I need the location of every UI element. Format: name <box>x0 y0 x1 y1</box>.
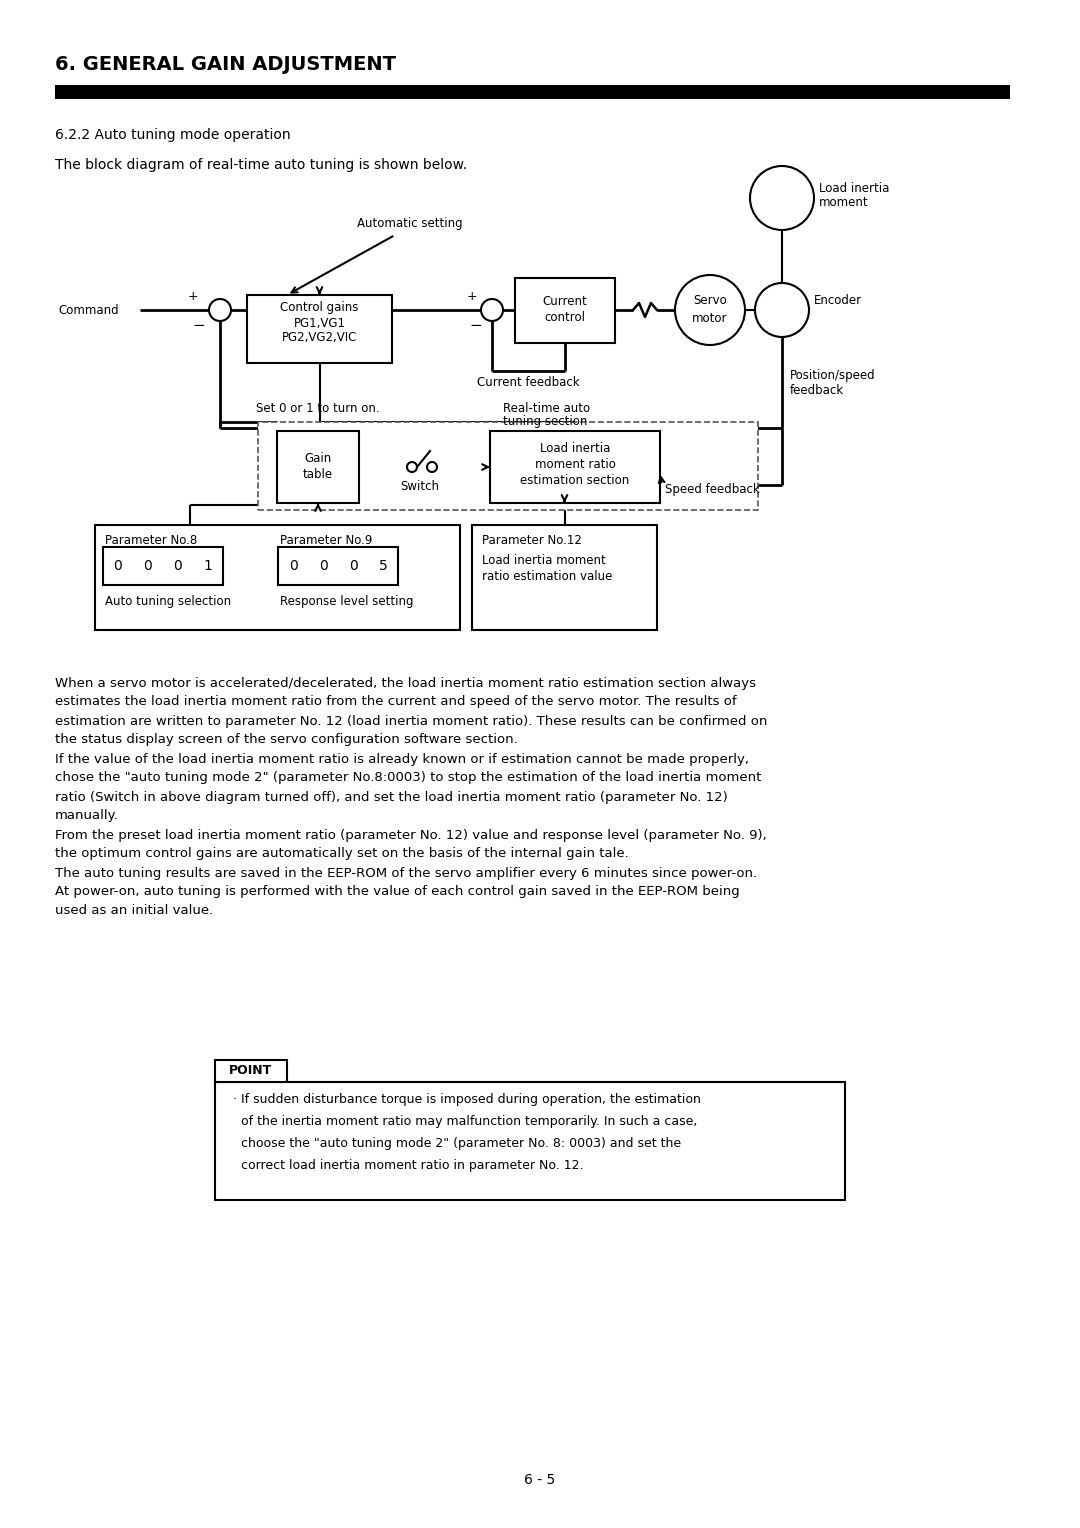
Text: Automatic setting: Automatic setting <box>357 217 463 229</box>
Text: ratio estimation value: ratio estimation value <box>482 570 612 584</box>
Text: PG2,VG2,VIC: PG2,VG2,VIC <box>282 332 357 344</box>
Bar <box>55 86 1010 99</box>
Text: moment ratio: moment ratio <box>535 457 616 471</box>
Text: 6.2.2 Auto tuning mode operation: 6.2.2 Auto tuning mode operation <box>55 128 291 142</box>
Text: manually.: manually. <box>55 810 119 822</box>
Text: 0: 0 <box>319 559 327 573</box>
Text: Real-time auto: Real-time auto <box>503 402 590 414</box>
Text: 0: 0 <box>174 559 183 573</box>
Text: 5: 5 <box>379 559 388 573</box>
Bar <box>95 526 460 630</box>
Text: Set 0 or 1 to turn on.: Set 0 or 1 to turn on. <box>256 402 380 414</box>
Text: motor: motor <box>692 313 728 325</box>
Text: Servo: Servo <box>693 295 727 307</box>
Text: the status display screen of the servo configuration software section.: the status display screen of the servo c… <box>55 733 517 747</box>
Text: table: table <box>302 469 333 481</box>
Text: +: + <box>467 290 477 304</box>
Text: control: control <box>544 312 585 324</box>
Text: −: − <box>192 318 205 333</box>
Text: 0: 0 <box>144 559 152 573</box>
Text: 0: 0 <box>113 559 122 573</box>
Text: choose the "auto tuning mode 2" (parameter No. 8: 0003) and set the: choose the "auto tuning mode 2" (paramet… <box>233 1137 681 1151</box>
Text: of the inertia moment ratio may malfunction temporarily. In such a case,: of the inertia moment ratio may malfunct… <box>233 1115 698 1129</box>
Bar <box>515 278 615 342</box>
Text: Command: Command <box>58 304 119 316</box>
Text: estimates the load inertia moment ratio from the current and speed of the servo : estimates the load inertia moment ratio … <box>55 695 737 709</box>
Text: ratio (Switch in above diagram turned off), and set the load inertia moment rati: ratio (Switch in above diagram turned of… <box>55 790 728 804</box>
Circle shape <box>481 299 503 321</box>
Text: The auto tuning results are saved in the EEP-ROM of the servo amplifier every 6 : The auto tuning results are saved in the… <box>55 866 757 880</box>
Bar <box>276 431 359 503</box>
Text: +: + <box>188 290 199 304</box>
Bar <box>472 526 657 630</box>
Circle shape <box>750 167 814 231</box>
Text: When a servo motor is accelerated/decelerated, the load inertia moment ratio est: When a servo motor is accelerated/decele… <box>55 677 756 689</box>
Text: Parameter No.8: Parameter No.8 <box>105 533 198 547</box>
Bar <box>490 431 660 503</box>
Bar <box>278 547 399 585</box>
Text: estimation are written to parameter No. 12 (load inertia moment ratio). These re: estimation are written to parameter No. … <box>55 715 768 727</box>
Text: 1: 1 <box>203 559 213 573</box>
Text: Current: Current <box>542 295 588 309</box>
Text: chose the "auto tuning mode 2" (parameter No.8:0003) to stop the estimation of t: chose the "auto tuning mode 2" (paramete… <box>55 772 761 784</box>
Text: POINT: POINT <box>229 1065 272 1077</box>
Bar <box>258 422 758 510</box>
Text: estimation section: estimation section <box>521 474 630 486</box>
Text: used as an initial value.: used as an initial value. <box>55 905 213 917</box>
Bar <box>215 1082 845 1199</box>
Text: At power-on, auto tuning is performed with the value of each control gain saved : At power-on, auto tuning is performed wi… <box>55 886 740 898</box>
Text: Position/speed: Position/speed <box>789 368 876 382</box>
Text: Load inertia moment: Load inertia moment <box>482 553 606 567</box>
Text: The block diagram of real-time auto tuning is shown below.: The block diagram of real-time auto tuni… <box>55 157 468 173</box>
Text: Auto tuning selection: Auto tuning selection <box>105 596 231 608</box>
Text: 6 - 5: 6 - 5 <box>525 1473 555 1487</box>
Text: Speed feedback: Speed feedback <box>665 483 759 497</box>
Text: If the value of the load inertia moment ratio is already known or if estimation : If the value of the load inertia moment … <box>55 752 750 766</box>
Text: Encoder: Encoder <box>814 293 862 307</box>
Text: Gain: Gain <box>305 452 332 466</box>
Bar <box>103 547 222 585</box>
Text: · If sudden disturbance torque is imposed during operation, the estimation: · If sudden disturbance torque is impose… <box>233 1094 701 1106</box>
Text: Load inertia: Load inertia <box>540 443 610 455</box>
Bar <box>247 295 392 364</box>
Circle shape <box>755 283 809 338</box>
Circle shape <box>210 299 231 321</box>
Text: Parameter No.9: Parameter No.9 <box>280 533 373 547</box>
Text: Current feedback: Current feedback <box>477 376 580 390</box>
Text: Load inertia: Load inertia <box>819 182 889 194</box>
Text: Control gains: Control gains <box>281 301 359 315</box>
Text: 6. GENERAL GAIN ADJUSTMENT: 6. GENERAL GAIN ADJUSTMENT <box>55 55 396 75</box>
Text: Response level setting: Response level setting <box>280 596 414 608</box>
Text: PG1,VG1: PG1,VG1 <box>294 316 346 330</box>
Text: correct load inertia moment ratio in parameter No. 12.: correct load inertia moment ratio in par… <box>233 1160 583 1172</box>
Text: From the preset load inertia moment ratio (parameter No. 12) value and response : From the preset load inertia moment rati… <box>55 828 767 842</box>
Text: Switch: Switch <box>401 480 440 494</box>
Bar <box>215 1060 287 1082</box>
Text: Parameter No.12: Parameter No.12 <box>482 533 582 547</box>
Text: moment: moment <box>819 197 868 209</box>
Text: −: − <box>469 318 482 333</box>
Text: tuning section: tuning section <box>503 414 588 428</box>
Text: the optimum control gains are automatically set on the basis of the internal gai: the optimum control gains are automatica… <box>55 848 629 860</box>
Circle shape <box>407 461 417 472</box>
Text: 0: 0 <box>288 559 297 573</box>
Text: feedback: feedback <box>789 384 845 396</box>
Circle shape <box>675 275 745 345</box>
Text: 0: 0 <box>349 559 357 573</box>
Circle shape <box>427 461 437 472</box>
